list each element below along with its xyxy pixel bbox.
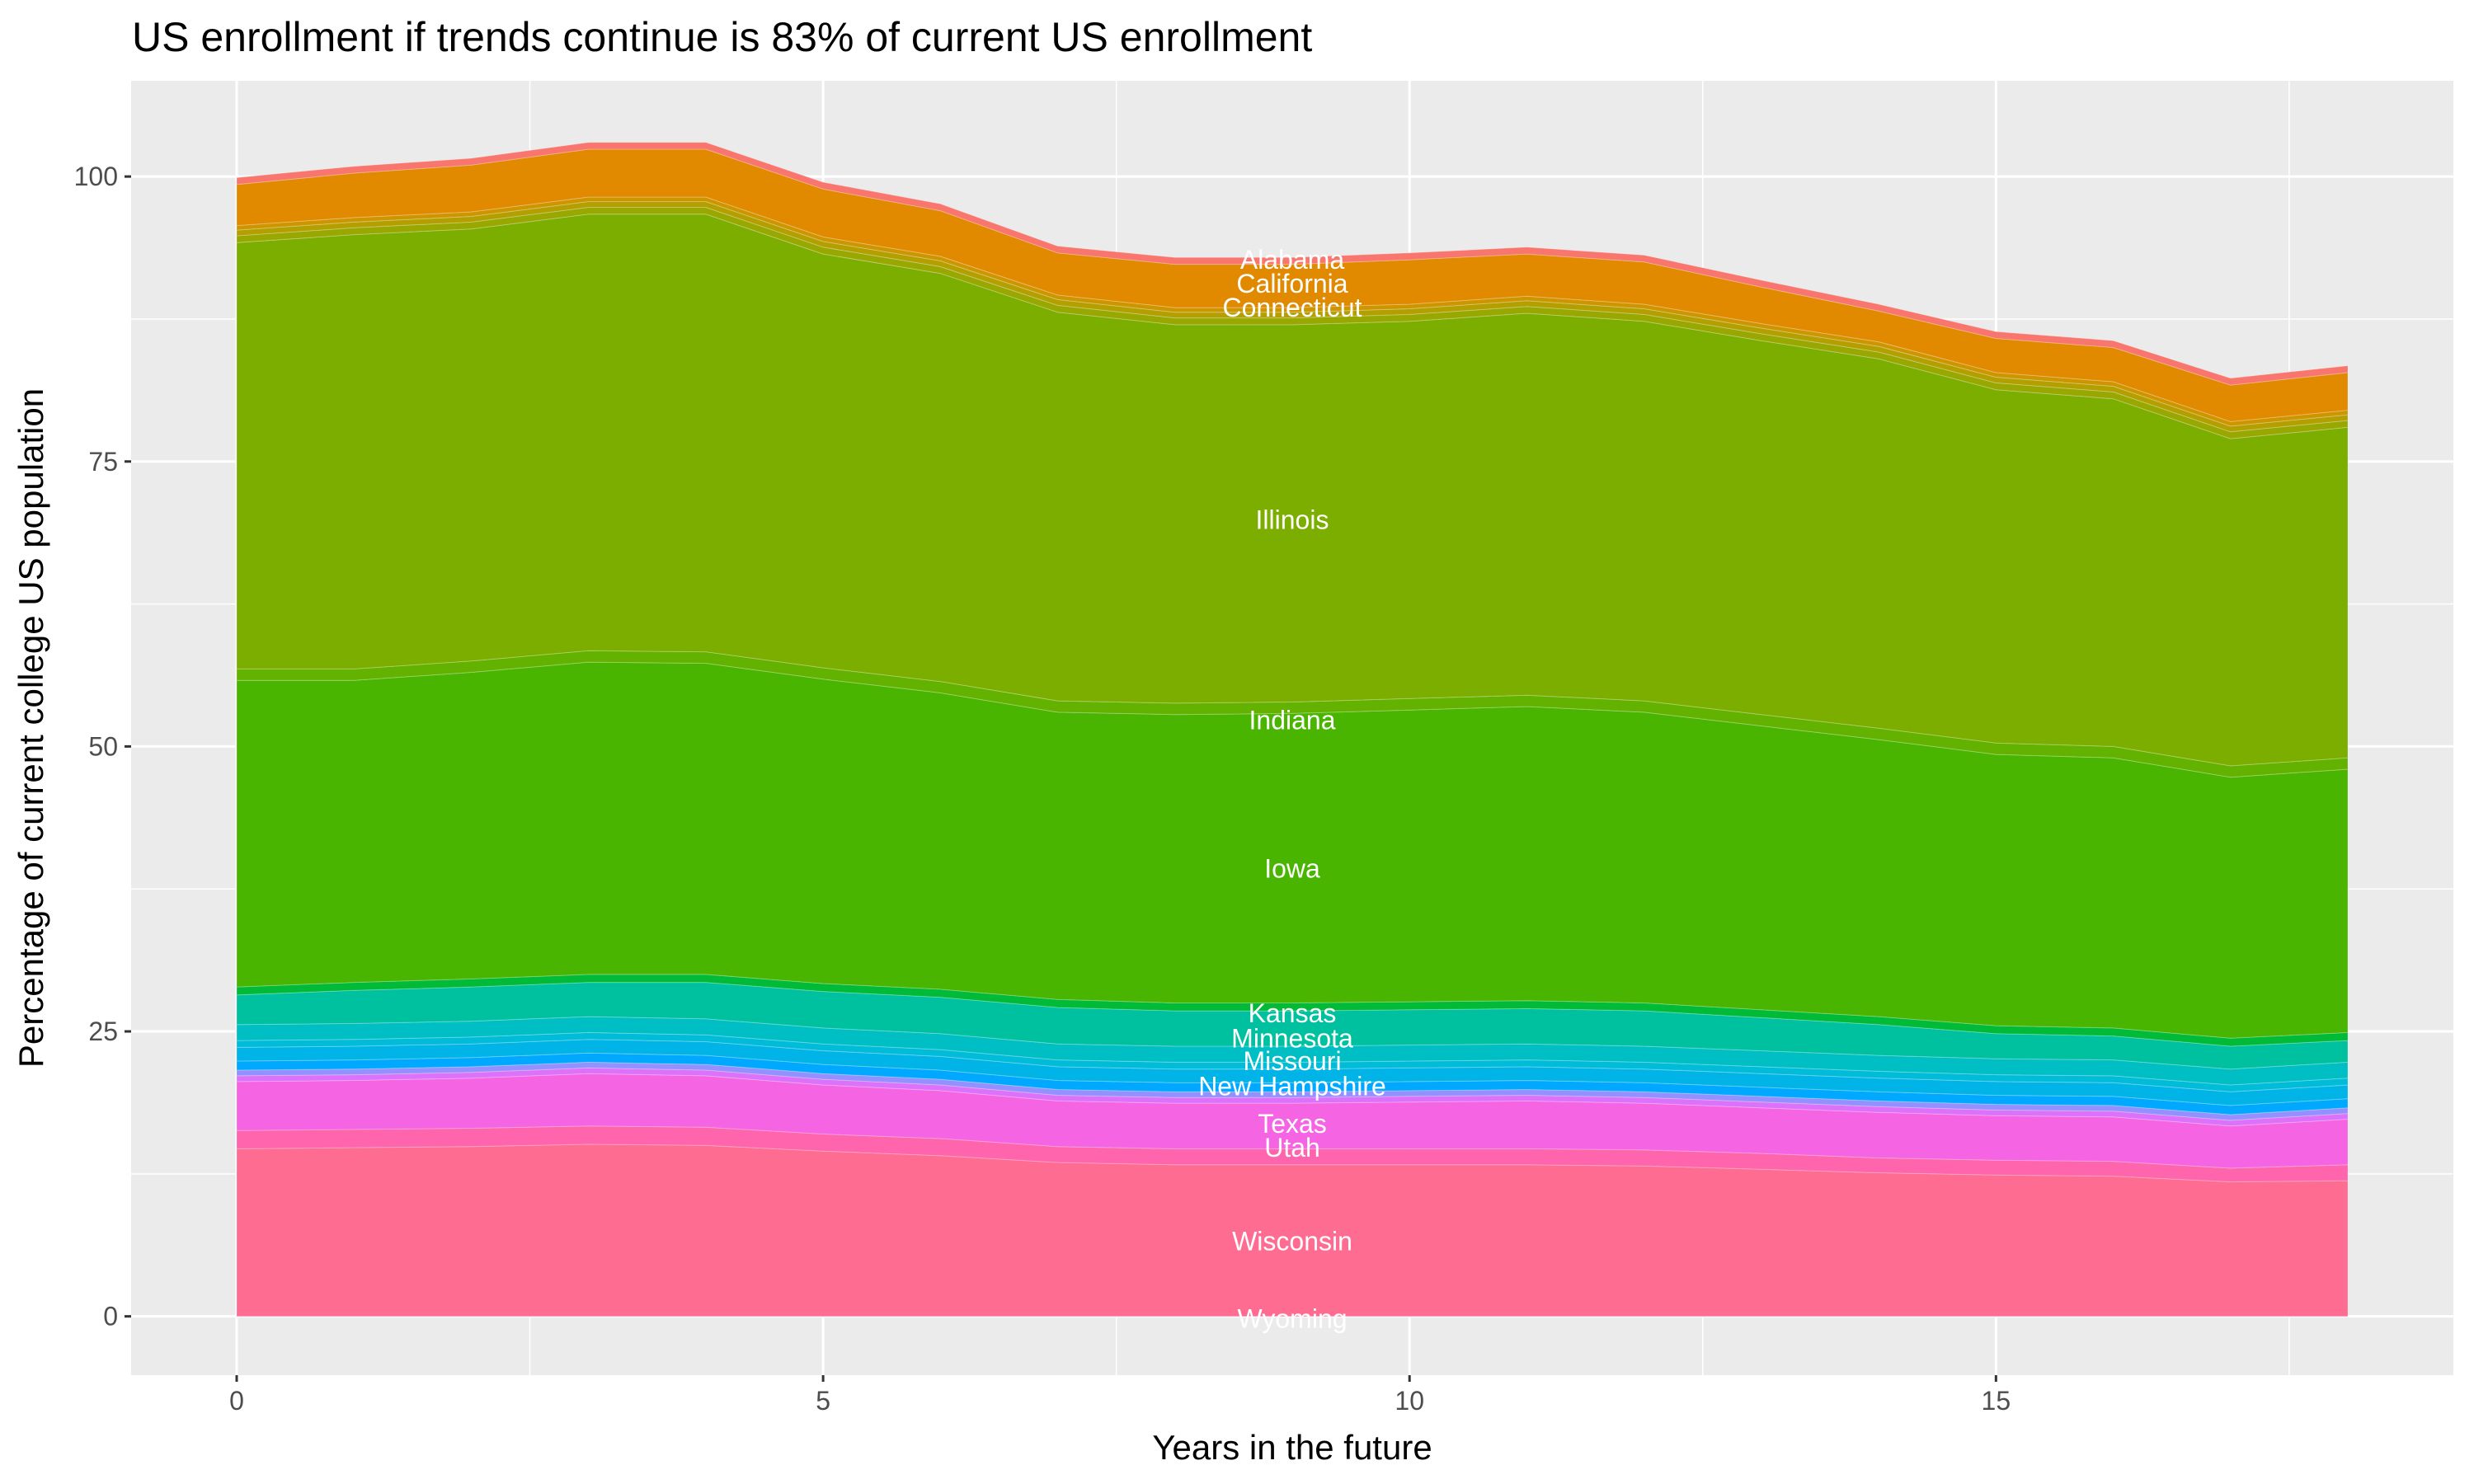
area-connecticut xyxy=(236,207,2349,439)
area-series-16 xyxy=(236,201,2349,433)
area-minnesota xyxy=(236,1016,2349,1086)
area-label: Missouri xyxy=(1243,1046,1341,1076)
y-axis-title: Percentage of current college US populat… xyxy=(12,388,50,1068)
area-label: California xyxy=(1236,269,1348,298)
area-label: Indiana xyxy=(1249,706,1336,735)
area-layers xyxy=(236,142,2349,1317)
chart-title: US enrollment if trends continue is 83% … xyxy=(132,14,1312,60)
area-label: Connecticut xyxy=(1223,293,1362,322)
area-alabama xyxy=(236,142,2349,386)
area-label: Wyoming xyxy=(1237,1303,1347,1333)
area-series-17 xyxy=(236,196,2349,427)
y-tick-label: 0 xyxy=(103,1302,118,1331)
area-label: Wisconsin xyxy=(1232,1226,1352,1256)
area-label: Texas xyxy=(1258,1109,1327,1139)
area-label: Minnesota xyxy=(1231,1023,1353,1053)
area-label: New Hampshire xyxy=(1198,1071,1386,1101)
x-tick-label: 5 xyxy=(816,1386,830,1416)
area-label: Utah xyxy=(1264,1133,1320,1162)
y-tick-label: 25 xyxy=(88,1017,118,1046)
area-series-8 xyxy=(236,1031,2349,1092)
axes: 0 5 10 15 0 25 50 75 100 xyxy=(74,162,2011,1416)
area-label: Kansas xyxy=(1249,998,1337,1028)
area-label: Alabama xyxy=(1240,245,1345,275)
y-tick-label: 100 xyxy=(74,162,118,191)
x-tick-label: 10 xyxy=(1395,1386,1424,1416)
area-wisconsin xyxy=(236,1144,2349,1317)
area-illinois xyxy=(236,214,2349,767)
x-axis-title: Years in the future xyxy=(1152,1428,1432,1467)
area-indiana xyxy=(236,650,2349,778)
y-tick-label: 75 xyxy=(88,447,118,477)
area-california xyxy=(236,148,2349,422)
area-label: Illinois xyxy=(1256,505,1329,534)
x-tick-label: 0 xyxy=(229,1386,244,1416)
area-label: Iowa xyxy=(1264,853,1320,883)
y-tick-label: 50 xyxy=(88,731,118,761)
x-tick-label: 15 xyxy=(1982,1386,2011,1416)
